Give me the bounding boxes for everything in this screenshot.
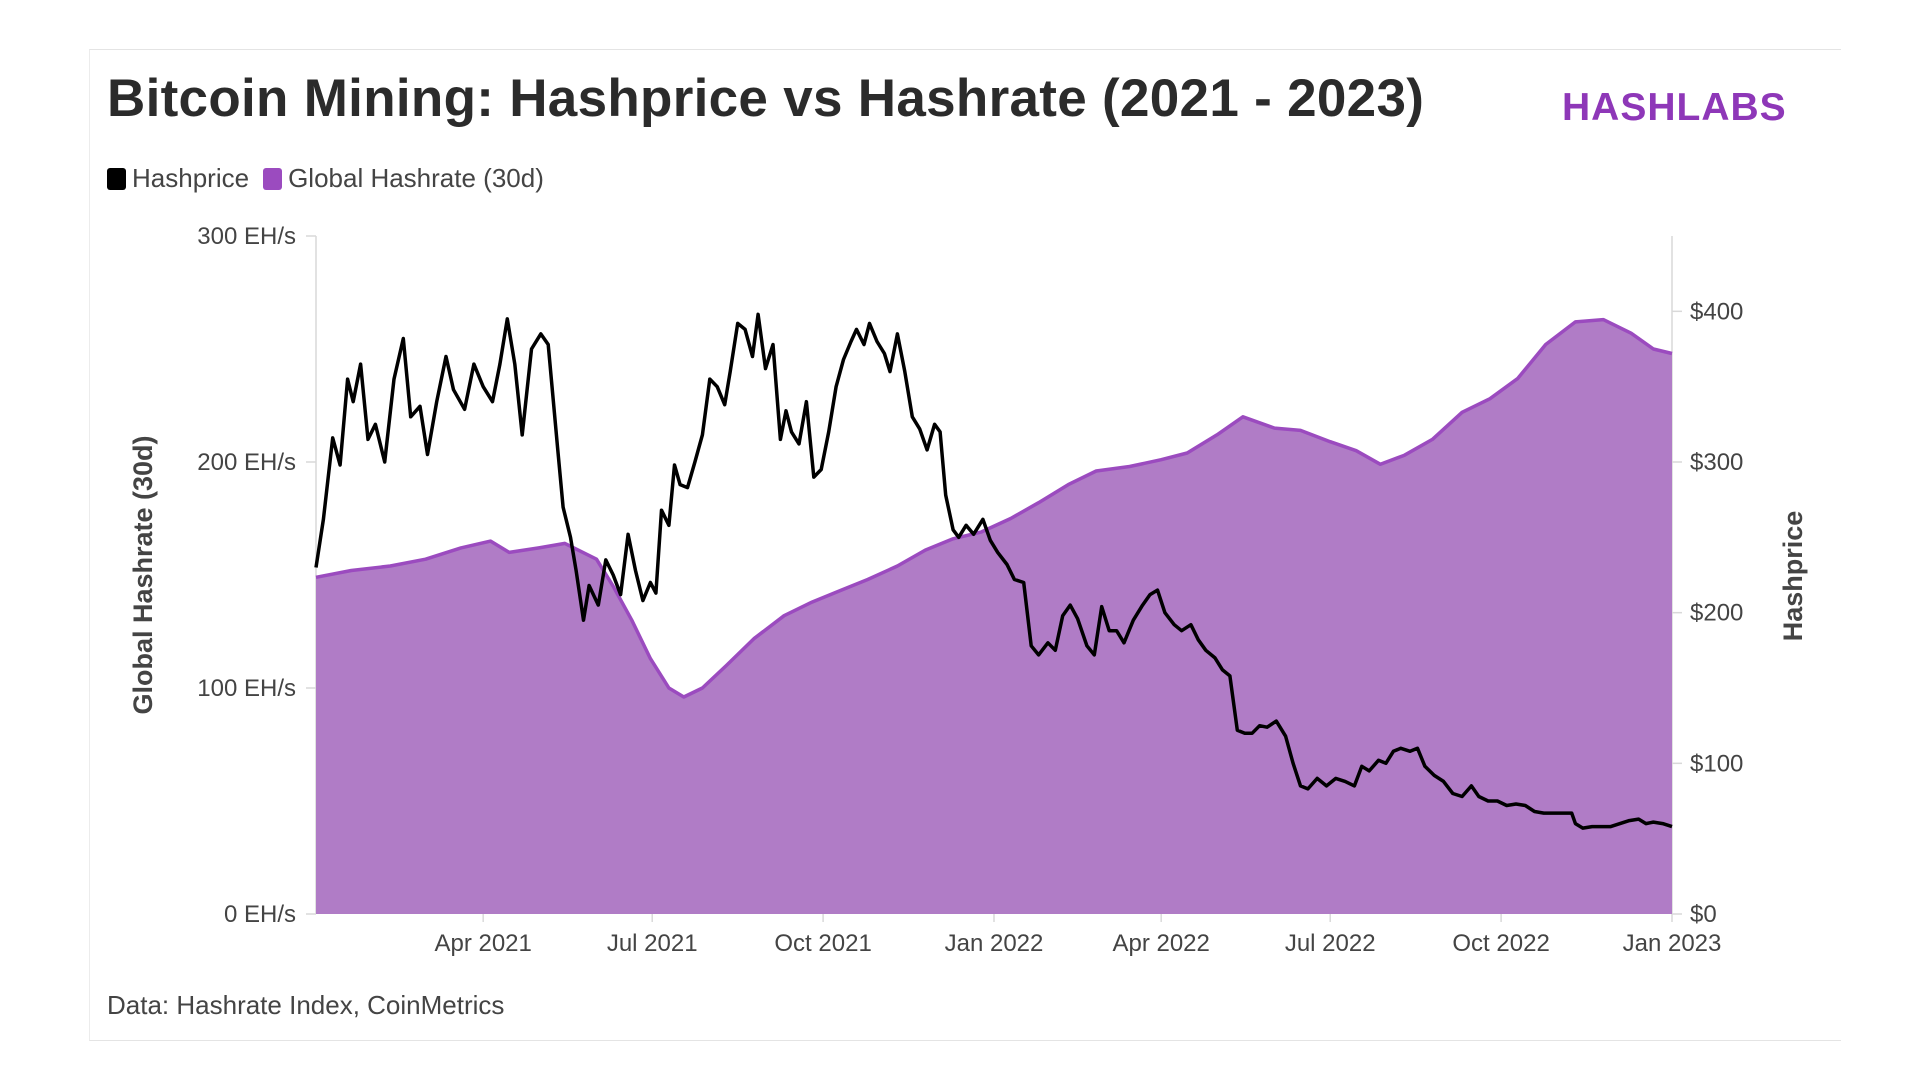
left-tick-label: 300 EH/s (197, 223, 296, 250)
x-tick-label: Jul 2021 (607, 930, 698, 957)
right-axis-title: Hashprice (1778, 511, 1808, 642)
chart-title: Bitcoin Mining: Hashprice vs Hashrate (2… (107, 69, 1425, 128)
brand-logo: HASHLABS (1562, 86, 1787, 129)
right-tick-label: $200 (1690, 600, 1743, 627)
left-axis-title: Global Hashrate (30d) (128, 435, 158, 714)
legend-label-hashprice: Hashprice (132, 163, 250, 193)
legend-swatch-hashprice (107, 167, 126, 190)
hashrate-line (315, 317, 1673, 699)
right-tick-label: $100 (1690, 750, 1743, 777)
left-tick-label: 0 EH/s (224, 901, 296, 928)
right-tick-label: $400 (1690, 298, 1743, 325)
x-tick-label: Apr 2022 (1112, 930, 1209, 957)
hashprice-line (314, 312, 1673, 830)
left-tick-label: 200 EH/s (197, 449, 296, 476)
x-tick-label: Oct 2022 (1452, 930, 1549, 957)
legend-item-hashprice: Hashprice (107, 163, 249, 194)
legend: Hashprice Global Hashrate (30d) (107, 163, 558, 194)
left-tick-label: 100 EH/s (197, 675, 296, 702)
x-tick-label: Jul 2022 (1285, 930, 1376, 957)
legend-swatch-hashrate (263, 167, 283, 190)
right-tick-label: $300 (1690, 449, 1743, 476)
legend-label-hashrate: Global Hashrate (30d) (288, 163, 544, 193)
legend-item-hashrate: Global Hashrate (30d) (263, 163, 544, 194)
right-tick-label: $0 (1690, 901, 1717, 928)
hashrate-area (316, 319, 1672, 915)
x-tick-label: Jan 2022 (945, 930, 1044, 957)
x-tick-label: Apr 2021 (434, 930, 531, 957)
x-tick-label: Oct 2021 (774, 930, 871, 957)
x-tick-label: Jan 2023 (1623, 930, 1722, 957)
source-note: Data: Hashrate Index, CoinMetrics (107, 990, 505, 1020)
